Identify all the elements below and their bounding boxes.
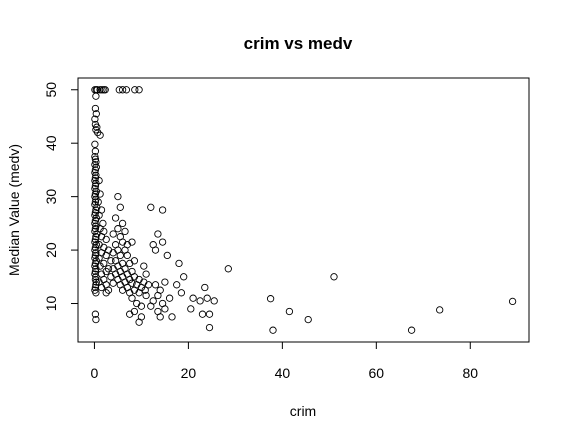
chart-title: crim vs medv xyxy=(244,34,353,53)
data-point xyxy=(136,319,142,325)
data-point xyxy=(204,295,210,301)
data-point xyxy=(270,327,276,333)
x-tick-label: 60 xyxy=(369,365,385,381)
data-point xyxy=(141,263,147,269)
data-point xyxy=(98,284,104,290)
data-point xyxy=(176,260,182,266)
data-point xyxy=(199,311,205,317)
y-tick-label: 10 xyxy=(43,296,59,312)
data-point xyxy=(211,298,217,304)
data-point xyxy=(143,271,149,277)
data-point xyxy=(117,204,123,210)
data-point xyxy=(408,327,414,333)
data-point xyxy=(112,215,118,221)
data-point xyxy=(152,282,158,288)
y-axis-label: Median Value (medv) xyxy=(6,144,22,276)
data-point xyxy=(155,231,161,237)
data-point xyxy=(108,274,114,280)
data-point xyxy=(162,279,168,285)
data-point xyxy=(166,295,172,301)
x-tick-label: 0 xyxy=(91,365,99,381)
data-point xyxy=(286,308,292,314)
data-point xyxy=(181,274,187,280)
data-point xyxy=(164,252,170,258)
y-tick-label: 30 xyxy=(43,189,59,205)
y-tick-label: 40 xyxy=(43,135,59,151)
data-point xyxy=(124,252,130,258)
data-point xyxy=(190,295,196,301)
data-point xyxy=(437,307,443,313)
data-point xyxy=(206,324,212,330)
data-point xyxy=(178,290,184,296)
data-point xyxy=(119,287,125,293)
data-point xyxy=(93,93,99,99)
data-point xyxy=(197,298,203,304)
data-point xyxy=(138,303,144,309)
data-point xyxy=(509,298,515,304)
data-point xyxy=(129,295,135,301)
data-point xyxy=(331,274,337,280)
data-point xyxy=(305,316,311,322)
data-point xyxy=(159,239,165,245)
data-point xyxy=(103,236,109,242)
data-point xyxy=(174,282,180,288)
data-point xyxy=(110,231,116,237)
data-point xyxy=(188,306,194,312)
data-point xyxy=(206,311,212,317)
y-tick-label: 50 xyxy=(43,82,59,98)
data-point xyxy=(92,141,98,147)
data-point xyxy=(202,284,208,290)
data-point xyxy=(169,314,175,320)
data-point xyxy=(162,306,168,312)
data-point xyxy=(148,303,154,309)
data-point xyxy=(127,311,133,317)
data-point xyxy=(134,300,140,306)
data-point xyxy=(122,228,128,234)
data-points xyxy=(92,87,516,334)
x-tick-label: 20 xyxy=(181,365,197,381)
data-point xyxy=(136,87,142,93)
data-point xyxy=(148,204,154,210)
data-point xyxy=(117,252,123,258)
x-tick-label: 80 xyxy=(462,365,478,381)
x-axis-label: crim xyxy=(290,403,316,419)
data-point xyxy=(123,87,129,93)
x-axis: 0 20 40 60 80 xyxy=(91,342,479,381)
y-axis: 10 20 30 40 50 xyxy=(43,82,78,312)
data-point xyxy=(152,247,158,253)
data-point xyxy=(225,266,231,272)
data-point xyxy=(119,220,125,226)
y-tick-label: 20 xyxy=(43,242,59,258)
data-point xyxy=(115,193,121,199)
data-point xyxy=(115,226,121,232)
data-point xyxy=(155,292,161,298)
data-point xyxy=(131,274,137,280)
data-point xyxy=(267,296,273,302)
data-point xyxy=(110,250,116,256)
x-tick-label: 40 xyxy=(275,365,291,381)
data-point xyxy=(159,207,165,213)
data-point xyxy=(131,308,137,314)
data-point xyxy=(157,314,163,320)
plot-frame xyxy=(78,78,529,342)
